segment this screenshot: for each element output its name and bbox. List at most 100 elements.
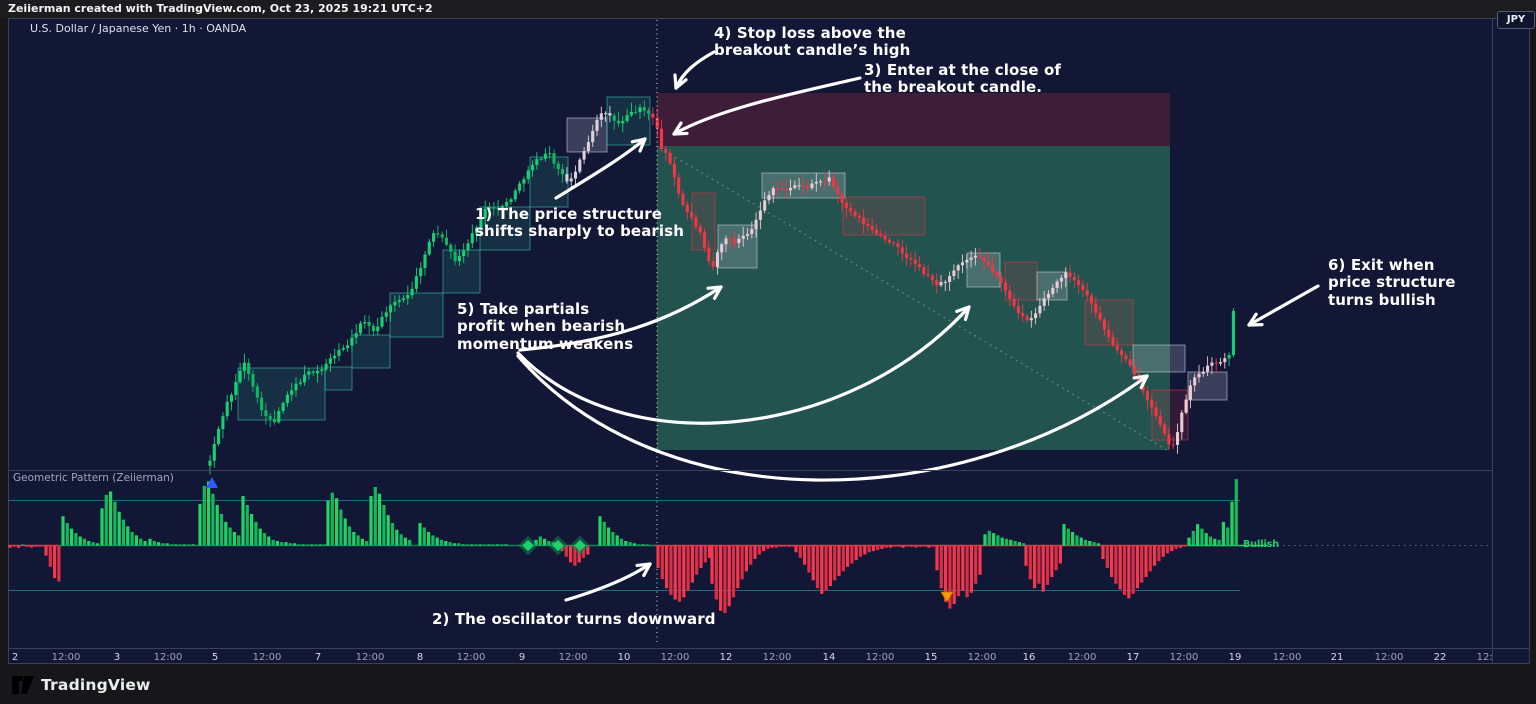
- candle-body: [1210, 362, 1214, 366]
- oscillator-bar: [538, 536, 542, 546]
- oscillator-bar: [478, 544, 482, 546]
- candle-body: [346, 345, 350, 349]
- oscillator-bar: [21, 544, 25, 546]
- annotation-a1: 1) The price structure shifts sharply to…: [475, 205, 684, 241]
- oscillator-bar: [656, 545, 660, 568]
- candle-body: [922, 267, 926, 275]
- oscillator-bar: [373, 487, 377, 546]
- oscillator-bar: [134, 535, 138, 546]
- candle-body: [1003, 282, 1008, 291]
- candle-body: [500, 205, 504, 208]
- candle-body: [260, 397, 264, 411]
- time-axis-label: 12: [719, 652, 733, 663]
- candle-body: [1184, 399, 1188, 413]
- currency-badge[interactable]: JPY: [1497, 11, 1535, 29]
- oscillator-bar: [435, 537, 439, 546]
- oscillator-bar: [547, 541, 551, 546]
- oscillator-bar: [470, 544, 474, 546]
- candle-body: [793, 185, 797, 188]
- time-axis-label: 3: [113, 652, 121, 663]
- arrow-oscillator: [564, 562, 652, 602]
- candle-body: [896, 243, 900, 248]
- oscillator-bar: [70, 528, 74, 546]
- candle-body: [539, 158, 543, 160]
- candle-body: [479, 217, 483, 228]
- arrow-partials-1-head: [706, 285, 723, 290]
- oscillator-bar: [224, 521, 228, 546]
- candle-body: [806, 185, 810, 188]
- candle-body: [1046, 293, 1051, 299]
- oscillator-bar: [1079, 537, 1083, 546]
- pattern-box-red: [842, 196, 926, 236]
- time-axis-label: 12:00: [660, 652, 690, 663]
- oscillator-bar: [465, 544, 469, 546]
- oscillator-bar: [1127, 545, 1131, 599]
- oscillator-bar: [1028, 545, 1032, 580]
- oscillator-bar: [952, 545, 956, 604]
- time-axis-label: 12:00: [252, 652, 282, 663]
- oscillator-bar: [211, 493, 215, 546]
- oscillator-bar: [314, 544, 318, 546]
- oscillator-bar: [905, 545, 909, 547]
- oscillator-bar: [139, 538, 143, 546]
- time-axis[interactable]: 2 12:00 3 12:00 5 12:00 7 12:00 8 12:00 9 12:00 10 12…: [0, 0, 1492, 704]
- oscillator-bar: [117, 511, 121, 546]
- candle-body: [707, 247, 711, 262]
- candle-body: [272, 418, 277, 423]
- candle-body: [453, 251, 457, 262]
- candle-body: [1120, 350, 1124, 356]
- oscillator-bar: [1208, 536, 1213, 546]
- candle-body: [470, 233, 474, 244]
- candle-body: [217, 428, 221, 445]
- panel-separator[interactable]: [8, 470, 1492, 471]
- candle-body: [608, 113, 612, 116]
- candle-body: [788, 187, 793, 191]
- oscillator-bar: [330, 492, 334, 546]
- oscillator-bar: [53, 545, 57, 579]
- oscillator-bar: [996, 535, 1000, 546]
- oscillator-bar: [749, 545, 753, 565]
- candle-body: [1038, 305, 1042, 314]
- candle-body: [208, 460, 212, 466]
- candle-body: [982, 256, 986, 262]
- oscillator-bar: [121, 519, 126, 546]
- oscillator-bar: [1083, 539, 1088, 546]
- candle-body: [212, 444, 216, 461]
- candle-body: [926, 274, 930, 276]
- pattern-box-teal: [442, 249, 481, 294]
- candle-body: [586, 142, 590, 152]
- candle-body: [1218, 362, 1223, 364]
- oscillator-bar: [837, 545, 841, 576]
- oscillator-bar: [1037, 545, 1041, 584]
- oscillator-bar: [682, 545, 686, 598]
- oscillator-bar: [624, 541, 628, 546]
- oscillator-bar: [1000, 537, 1004, 546]
- candle-body: [1128, 359, 1132, 366]
- oscillator-bar: [109, 491, 113, 546]
- oscillator-bar: [703, 545, 707, 563]
- arrow-to-stoploss-head: [673, 73, 678, 90]
- oscillator-bar: [534, 539, 538, 546]
- indicator-label[interactable]: Geometric Pattern (Zeiierman): [13, 472, 174, 484]
- candle-body: [629, 111, 633, 116]
- candle-body: [1042, 298, 1046, 306]
- candle-body: [277, 411, 281, 423]
- oscillator-bar: [1161, 545, 1165, 557]
- attribution-bar: Zeiierman created with TradingView.com, …: [0, 0, 1536, 18]
- oscillator-bar: [766, 545, 770, 549]
- candle-body: [569, 178, 573, 182]
- oscillator-bar: [863, 545, 867, 555]
- arrow-partials-3-head: [1132, 374, 1149, 380]
- oscillator-bar: [487, 544, 491, 546]
- price-axis-separator: [1492, 18, 1493, 663]
- oscillator-bar: [504, 544, 508, 546]
- arrow-exit-head: [1247, 312, 1258, 327]
- oscillator-bar: [794, 545, 798, 553]
- tradingview-logo[interactable]: TradingView: [12, 676, 151, 694]
- oscillator-bar: [893, 545, 897, 547]
- oscillator-bar: [57, 545, 61, 582]
- candle-body: [857, 216, 861, 218]
- oscillator-bar: [714, 545, 718, 600]
- oscillator-bar: [343, 518, 347, 546]
